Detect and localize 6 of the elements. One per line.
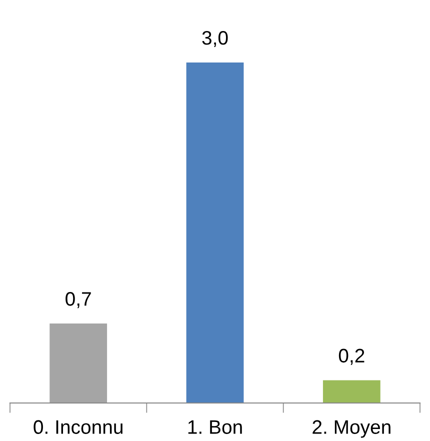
x-tick-label: 0. Inconnu [34,420,122,434]
data-label: 0,2 [338,348,364,365]
data-label: 3,0 [202,30,228,48]
x-tick-label: 1. Bon [188,420,242,434]
data-label: 0,7 [66,292,91,308]
x-tick-label: 2. Moyen [312,420,390,438]
